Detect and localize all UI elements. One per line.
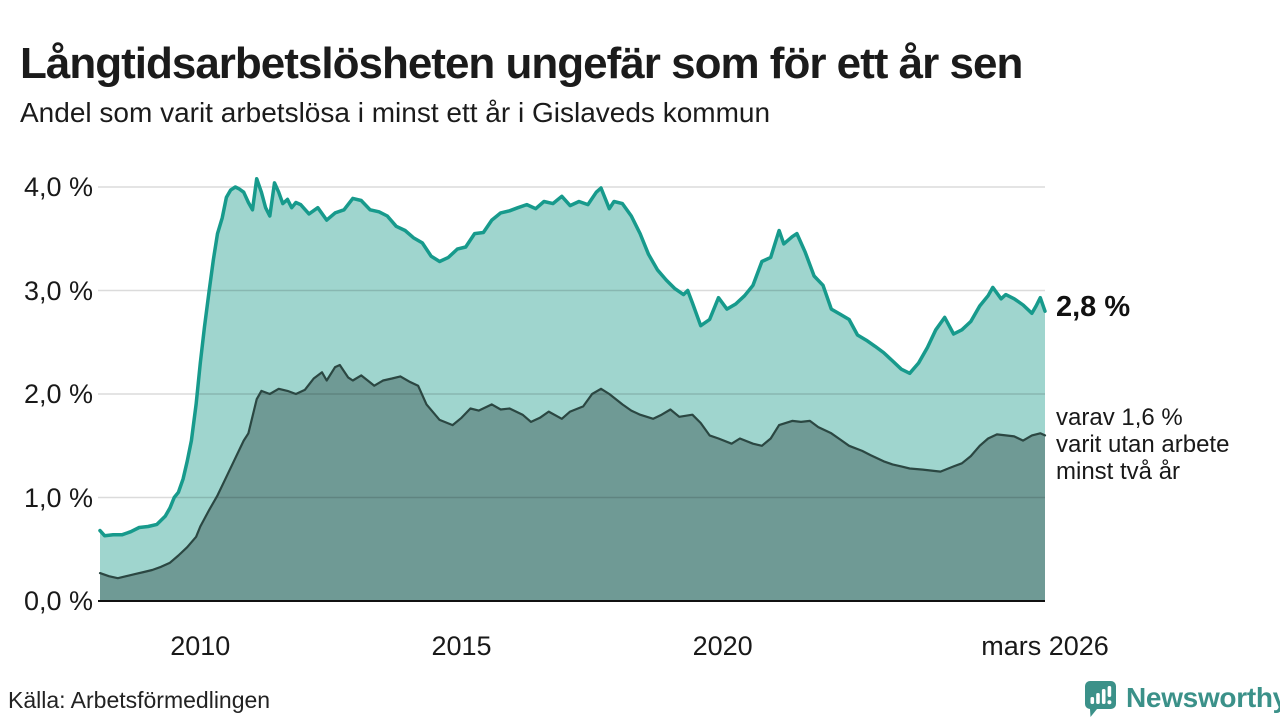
y-axis-tick-label: 4,0 %: [23, 172, 93, 202]
annotation-line-2: varit utan arbete: [1056, 431, 1230, 458]
x-axis-tick-label: mars 2026: [981, 631, 1109, 661]
line-series-1: [98, 176, 1047, 538]
chart-subtitle: Andel som varit arbetslösa i minst ett å…: [20, 97, 771, 128]
page-title: Långtidsarbetslösheten ungefär som för e…: [20, 39, 1023, 89]
y-axis-tick-label: 3,0 %: [23, 275, 93, 306]
y-axis-tick-label: 2,0 %: [23, 379, 93, 409]
annotation-line-3: minst två år: [1056, 458, 1181, 485]
latest-value-label: 2,8 %: [1056, 291, 1131, 323]
y-axis-tick-label: 1,0 %: [23, 482, 93, 513]
newsworthy-logo[interactable]: Newsworthy: [1080, 678, 1280, 718]
newsworthy-bubble-chart-icon: [1080, 678, 1118, 718]
secondary-series-annotation: varav 1,6 % varit utan arbete minst två …: [1056, 404, 1229, 485]
newsworthy-wordmark: Newsworthy: [1126, 682, 1280, 713]
area-fill-series-2: [100, 365, 1045, 601]
x-axis-tick-label: 2020: [692, 631, 753, 661]
annotation-line-1: varav 1,6 %: [1056, 404, 1183, 431]
y-axis-tick-label: 0,0 %: [23, 586, 93, 616]
source-label: Källa: Arbetsförmedlingen: [8, 687, 271, 713]
line-series-2: [98, 363, 1047, 580]
x-axis-tick-label: 2010: [170, 631, 231, 661]
x-axis-tick-label: 2015: [431, 631, 492, 661]
